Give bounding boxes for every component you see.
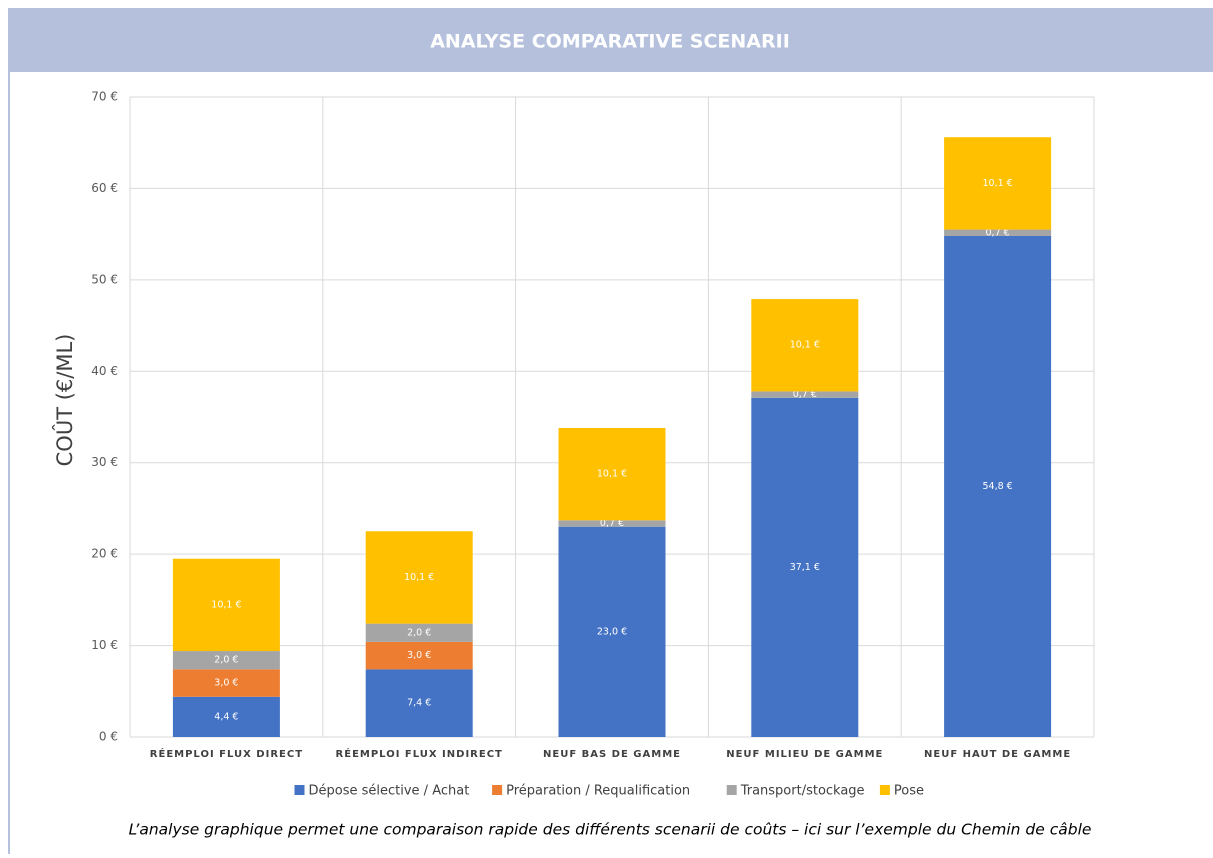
data-label: 10,1 € bbox=[404, 572, 434, 583]
data-label: 10,1 € bbox=[982, 178, 1012, 189]
data-label: 0,7 € bbox=[793, 389, 817, 400]
legend-label: Pose bbox=[894, 784, 924, 799]
bar-segment bbox=[751, 391, 859, 398]
caption: L’analyse graphique permet une comparais… bbox=[129, 821, 1092, 839]
header-band bbox=[8, 8, 1213, 72]
legend-label: Dépose sélective / Achat bbox=[309, 784, 470, 799]
data-label: 4,4 € bbox=[214, 711, 238, 722]
data-label: 23,0 € bbox=[597, 626, 627, 637]
legend-swatch bbox=[492, 785, 503, 795]
y-tick-label: 30 € bbox=[91, 455, 118, 469]
y-axis-label: COÛT (€/ML) bbox=[52, 334, 77, 467]
data-label: 7,4 € bbox=[407, 698, 431, 709]
data-label: 10,1 € bbox=[790, 340, 820, 351]
data-label: 0,7 € bbox=[600, 518, 624, 529]
bar-segment bbox=[558, 520, 666, 527]
legend-label: Transport/stockage bbox=[740, 784, 865, 799]
bar-segment bbox=[944, 229, 1052, 236]
data-label: 37,1 € bbox=[790, 562, 820, 573]
y-tick-label: 60 € bbox=[91, 181, 118, 195]
bar-segment bbox=[365, 669, 473, 737]
data-label: 10,1 € bbox=[211, 599, 241, 610]
chart-title: ANALYSE COMPARATIVE SCENARII bbox=[430, 31, 790, 53]
bar-segment bbox=[365, 531, 473, 624]
legend-swatch bbox=[294, 785, 305, 795]
bar-segment bbox=[558, 427, 666, 521]
bar-segment bbox=[172, 651, 280, 670]
bar-segment bbox=[172, 558, 280, 652]
bar-segment bbox=[944, 235, 1052, 737]
y-tick-label: 40 € bbox=[91, 364, 118, 378]
y-tick-label: 0 € bbox=[99, 730, 118, 744]
legend-swatch bbox=[879, 785, 890, 795]
bar-segment bbox=[172, 669, 280, 697]
x-tick-label: RÉEMPLOI FLUX DIRECT bbox=[150, 747, 303, 760]
y-tick-label: 20 € bbox=[91, 547, 118, 561]
x-tick-label: NEUF MILIEU DE GAMME bbox=[726, 749, 883, 760]
data-label: 2,0 € bbox=[407, 627, 431, 638]
x-tick-label: RÉEMPLOI FLUX INDIRECT bbox=[336, 747, 503, 760]
y-tick-label: 70 € bbox=[91, 90, 118, 104]
data-label: 54,8 € bbox=[982, 481, 1012, 492]
data-label: 0,7 € bbox=[986, 227, 1010, 238]
y-tick-label: 50 € bbox=[91, 272, 118, 286]
bar-segment bbox=[558, 526, 666, 737]
bar-segment bbox=[365, 623, 473, 642]
y-tick-label: 10 € bbox=[91, 638, 118, 652]
bar-segment bbox=[944, 137, 1052, 230]
data-label: 2,0 € bbox=[214, 655, 238, 666]
x-tick-label: NEUF HAUT DE GAMME bbox=[924, 749, 1071, 760]
data-label: 3,0 € bbox=[214, 678, 238, 689]
bar-segment bbox=[751, 299, 859, 392]
legend-label: Préparation / Requalification bbox=[506, 784, 690, 799]
legend-swatch bbox=[726, 785, 737, 795]
bar-segment bbox=[365, 641, 473, 670]
bar-segment bbox=[172, 696, 280, 737]
data-label: 10,1 € bbox=[597, 469, 627, 480]
data-label: 3,0 € bbox=[407, 650, 431, 661]
bar-segment bbox=[751, 397, 859, 737]
x-tick-label: NEUF BAS DE GAMME bbox=[543, 749, 681, 760]
